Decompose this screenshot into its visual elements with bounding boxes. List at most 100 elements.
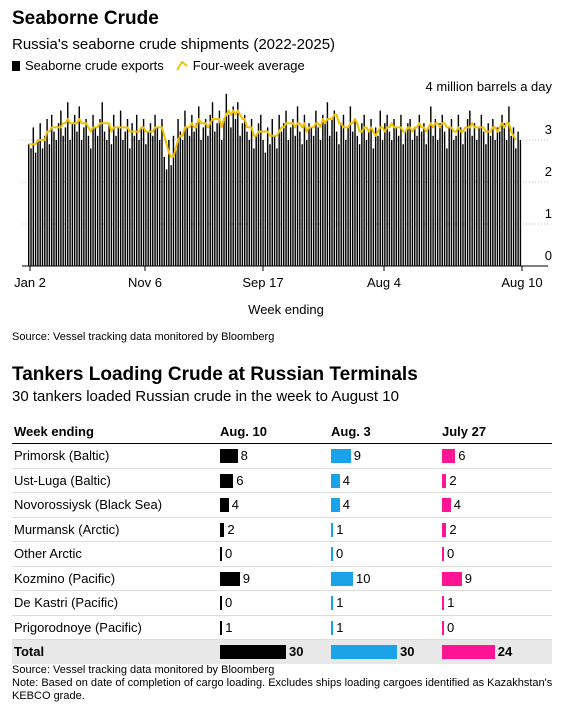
value-bar bbox=[220, 596, 222, 610]
terminal-table: Week ending Aug. 10 Aug. 3 July 27 Primo… bbox=[12, 420, 552, 664]
export-bar bbox=[464, 131, 466, 266]
export-bar bbox=[32, 127, 35, 267]
export-bar bbox=[439, 123, 441, 266]
export-bar bbox=[117, 127, 120, 267]
export-bar bbox=[471, 135, 473, 266]
export-bar bbox=[333, 110, 336, 266]
export-bar bbox=[402, 144, 404, 266]
value-label: 2 bbox=[227, 521, 235, 537]
value-bar bbox=[220, 571, 240, 586]
export-bar bbox=[67, 102, 69, 266]
export-bar bbox=[90, 148, 92, 266]
value-label: 4 bbox=[342, 472, 351, 488]
y-tick-label: 3 bbox=[545, 122, 552, 137]
export-bar bbox=[469, 110, 471, 266]
export-bar bbox=[303, 114, 306, 266]
value-label: 6 bbox=[236, 472, 244, 488]
export-bar bbox=[351, 131, 354, 266]
export-bar bbox=[202, 127, 205, 267]
export-bar bbox=[179, 131, 182, 266]
export-bar bbox=[241, 123, 244, 266]
export-bar bbox=[505, 140, 508, 266]
export-bar bbox=[225, 93, 228, 266]
header-week-ending: Week ending bbox=[14, 424, 94, 439]
value-label: 10 bbox=[356, 570, 371, 586]
export-bar bbox=[285, 110, 287, 266]
export-bar bbox=[149, 123, 152, 266]
export-bar bbox=[476, 140, 478, 266]
export-bar bbox=[92, 114, 94, 266]
export-bar bbox=[478, 127, 480, 267]
value-label: 1 bbox=[336, 521, 344, 537]
export-bar bbox=[354, 119, 356, 266]
export-bar bbox=[46, 119, 48, 266]
export-bar bbox=[404, 131, 407, 266]
table-header: Week ending Aug. 10 Aug. 3 July 27 bbox=[12, 420, 552, 444]
export-bar bbox=[374, 127, 377, 267]
export-bar bbox=[370, 119, 372, 266]
legend-bar-swatch bbox=[12, 60, 20, 71]
export-bar bbox=[294, 135, 296, 266]
x-tick-label: Jan 2 bbox=[14, 275, 46, 290]
legend-line-swatch bbox=[175, 60, 188, 71]
export-bar bbox=[99, 119, 101, 266]
value-label: 6 bbox=[458, 448, 466, 463]
value-label: 0 bbox=[225, 595, 233, 610]
value-label: 0 bbox=[447, 546, 455, 561]
value-label: 0 bbox=[336, 546, 344, 561]
export-bar bbox=[158, 140, 161, 266]
export-bar bbox=[239, 135, 241, 266]
export-bar bbox=[209, 114, 211, 266]
value-label: 30 bbox=[289, 644, 304, 659]
value-label: 4 bbox=[342, 497, 351, 512]
chart1-title: Seaborne Crude bbox=[12, 8, 159, 29]
export-bar bbox=[126, 119, 129, 266]
export-bar bbox=[425, 144, 427, 266]
export-bar bbox=[147, 131, 149, 266]
export-bar bbox=[363, 114, 365, 266]
terminal-label: Primorsk (Baltic) bbox=[14, 448, 110, 463]
export-bar bbox=[349, 106, 352, 267]
export-bar bbox=[145, 144, 147, 266]
chart2-footer: Source: Vessel tracking data monitored b… bbox=[12, 664, 572, 703]
chart2-subtitle: 30 tankers loaded Russian crude in the w… bbox=[12, 388, 399, 405]
value-bar bbox=[220, 473, 234, 488]
export-bar bbox=[459, 127, 462, 267]
export-bar bbox=[41, 148, 44, 266]
value-bar bbox=[331, 498, 340, 512]
chart2-title: Tankers Loading Crude at Russian Termina… bbox=[12, 364, 418, 385]
terminal-label: Kozmino (Pacific) bbox=[14, 570, 116, 586]
value-label: 24 bbox=[497, 644, 513, 659]
value-bar bbox=[331, 522, 334, 537]
value-bar bbox=[331, 596, 334, 610]
value-bar bbox=[220, 645, 286, 659]
x-tick-label: Aug 4 bbox=[367, 275, 401, 290]
export-bar bbox=[379, 110, 381, 266]
export-bar bbox=[44, 135, 46, 266]
export-bar bbox=[489, 135, 492, 266]
export-bar bbox=[384, 123, 386, 266]
export-bar bbox=[113, 114, 115, 266]
export-bar bbox=[329, 135, 331, 266]
export-bar bbox=[69, 140, 71, 266]
export-bar bbox=[494, 140, 496, 266]
chart1-source: Source: Vessel tracking data monitored b… bbox=[12, 331, 275, 343]
export-bar bbox=[250, 119, 253, 266]
export-bar bbox=[372, 148, 375, 266]
table-row: Kozmino (Pacific) 9 10 9 bbox=[12, 567, 552, 591]
export-bar bbox=[57, 123, 60, 266]
export-bar bbox=[448, 127, 450, 267]
header-col3: July 27 bbox=[442, 424, 487, 439]
export-bar bbox=[55, 140, 57, 266]
export-bar bbox=[443, 131, 446, 266]
export-bar bbox=[391, 140, 393, 266]
export-bar bbox=[501, 114, 503, 266]
value-bar bbox=[442, 620, 444, 635]
value-label: 1 bbox=[336, 595, 344, 610]
export-bar bbox=[214, 131, 216, 266]
value-bar bbox=[442, 522, 447, 537]
value-label: 0 bbox=[225, 546, 233, 561]
export-bar bbox=[211, 102, 214, 266]
export-bar bbox=[39, 123, 41, 266]
export-bar bbox=[237, 102, 239, 266]
